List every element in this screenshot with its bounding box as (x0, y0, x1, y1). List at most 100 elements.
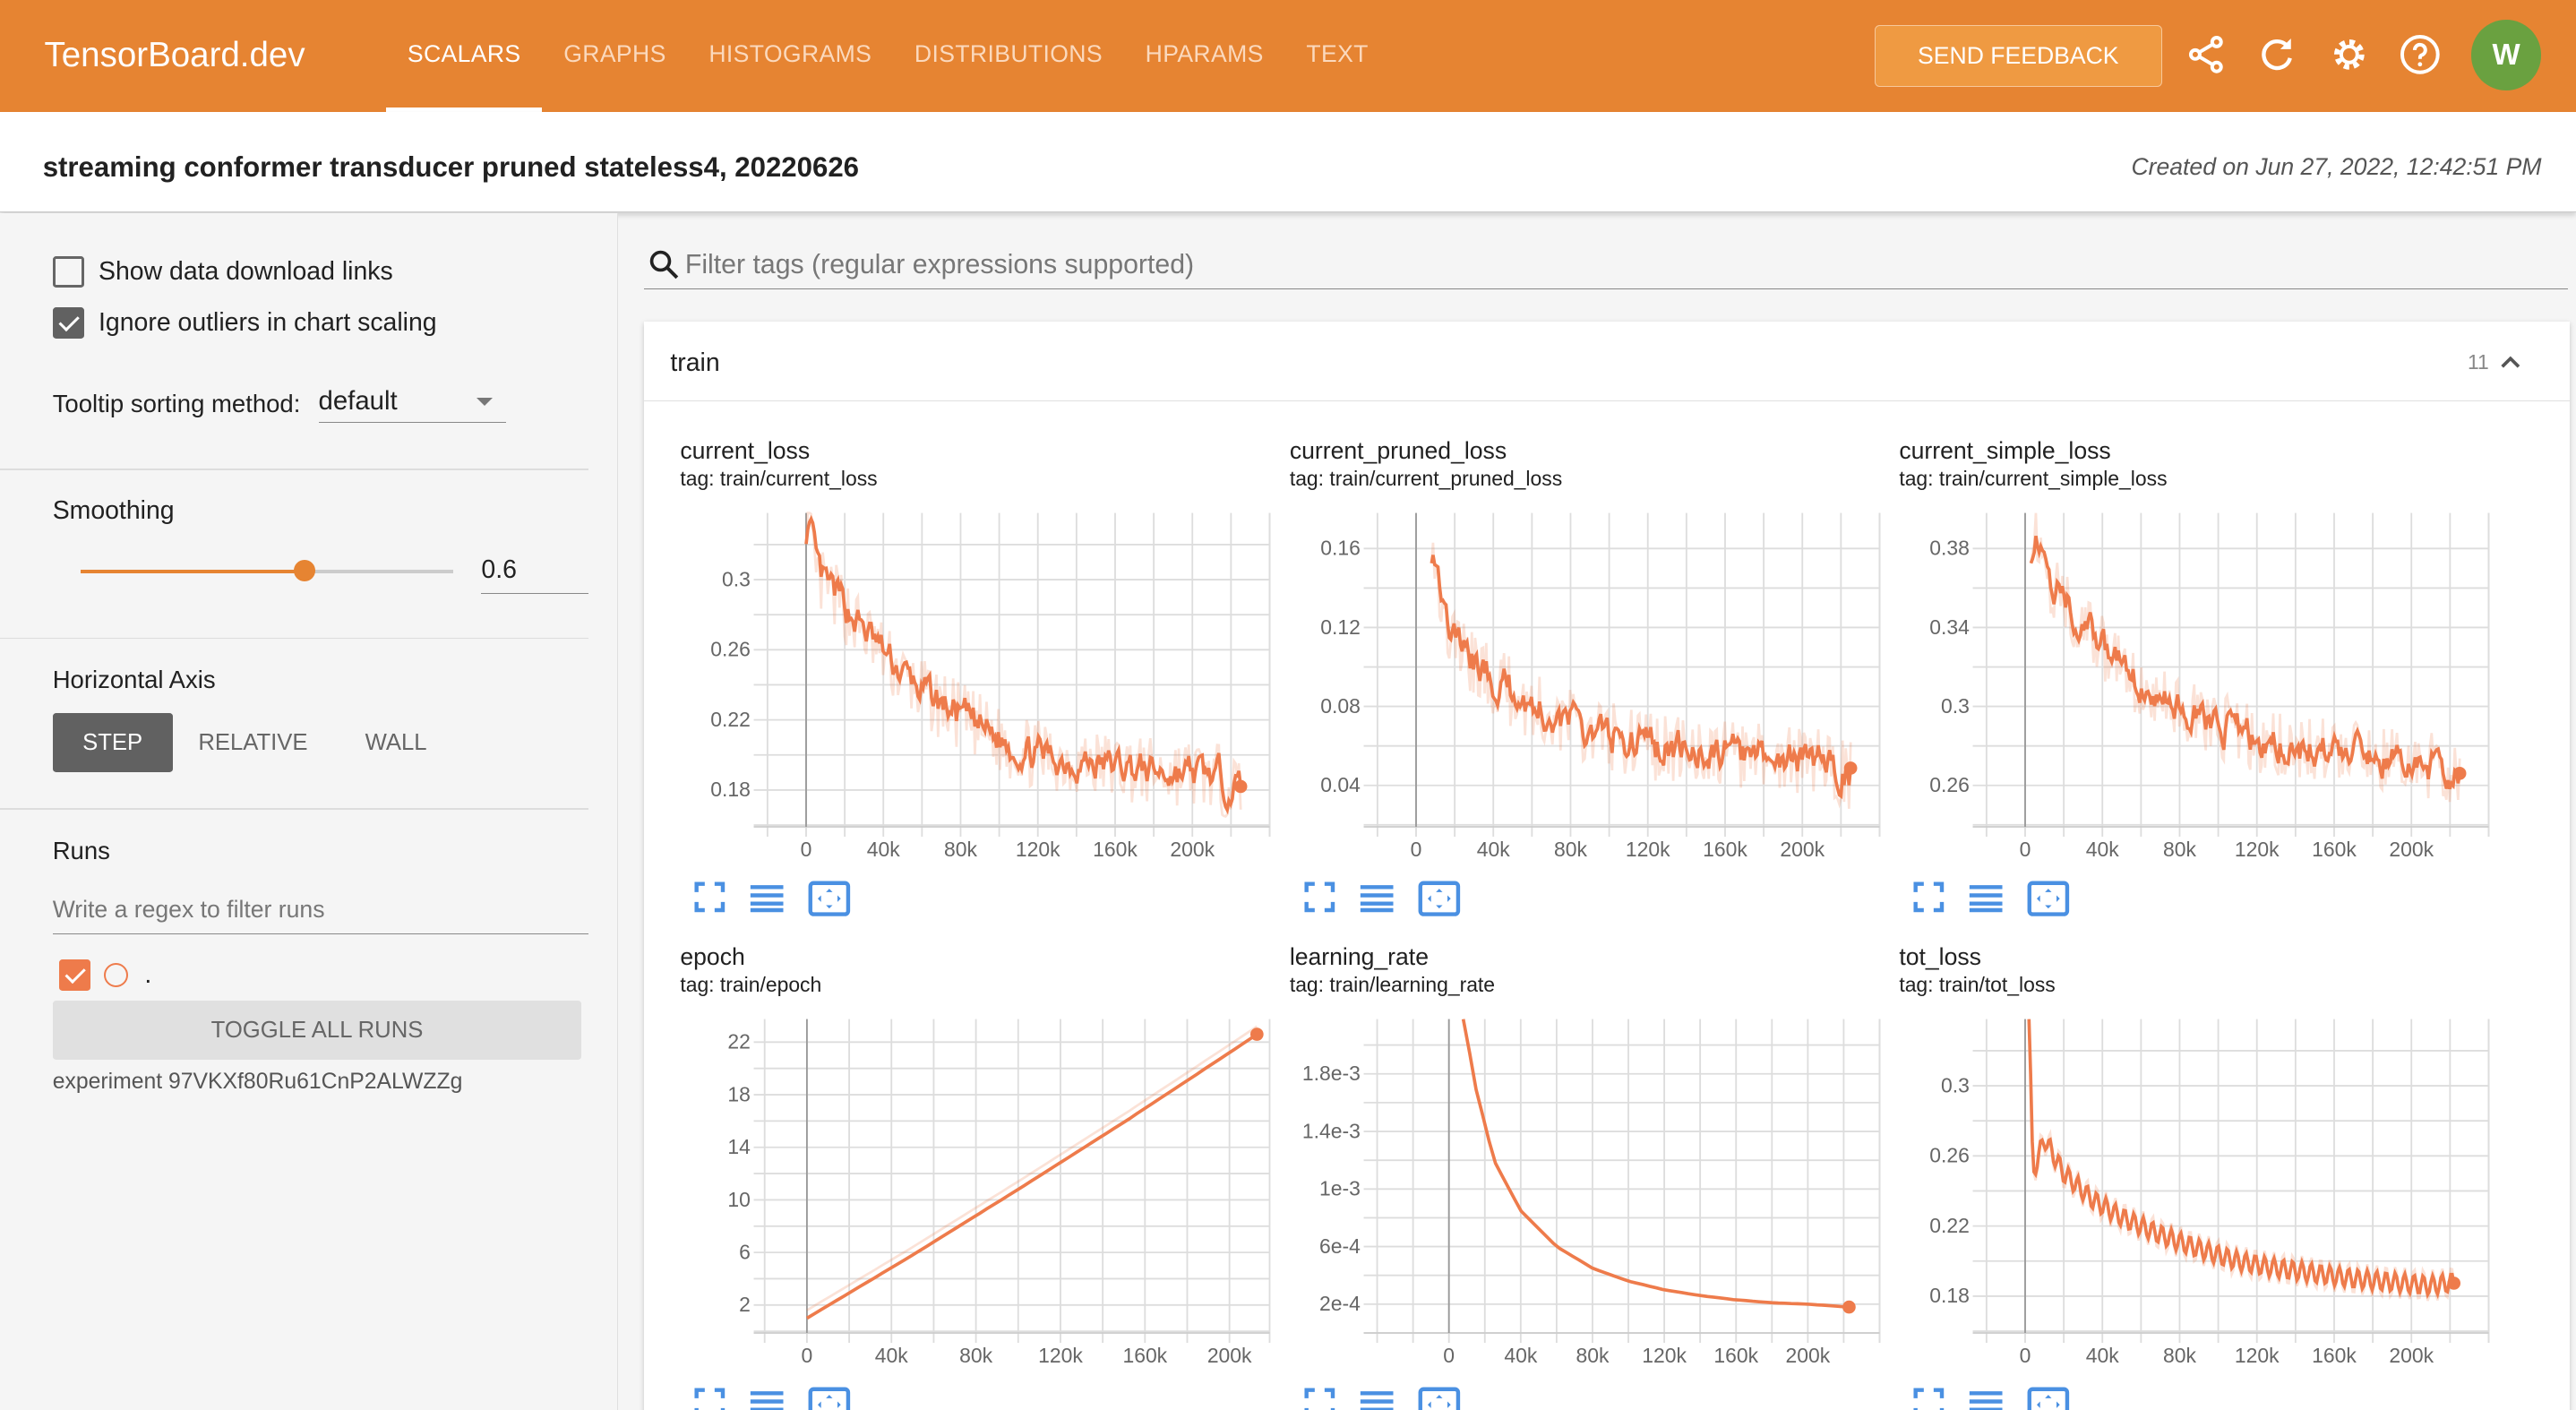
fit-domain-icon[interactable] (1418, 1387, 1461, 1410)
toggle-log-scale-icon[interactable] (1968, 881, 2004, 914)
toggle-log-scale-icon[interactable] (749, 881, 785, 914)
created-date: Created on Jun 27, 2022, 12:42:51 PM (2131, 152, 2542, 180)
tab-graphs[interactable]: GRAPHS (563, 40, 666, 67)
toggle-log-scale-icon[interactable] (1968, 1387, 2004, 1410)
chart-card-current-pruned-loss: current_pruned_loss tag: train/current_p… (1289, 437, 1898, 943)
y-tick-label: 22 (728, 1029, 751, 1053)
chart-plot[interactable]: 2 6 10 14 18 22 0 40k 80k 120k 160k 200k (680, 1006, 1288, 1410)
y-tick-label: 0.18 (711, 778, 751, 801)
tag-group-train: train 11 current_loss tag: train/current… (644, 322, 2570, 1410)
fullscreen-icon[interactable] (1912, 881, 1945, 914)
chart-tag: tag: train/current_pruned_loss (1289, 466, 1563, 490)
fit-domain-icon[interactable] (2027, 1387, 2070, 1410)
toggle-log-scale-icon[interactable] (749, 1387, 785, 1410)
last-point-marker (2453, 766, 2467, 780)
y-tick-label: 0.38 (1930, 536, 1971, 559)
smoothing-slider[interactable] (80, 560, 454, 582)
refresh-icon[interactable] (2255, 33, 2298, 76)
chart-plot[interactable]: 0.18 0.22 0.26 0.3 0 40k 80k 120k 160k 200k (1899, 1006, 2507, 1410)
runs-filter-input[interactable]: Write a regex to filter runs (52, 896, 588, 934)
tab-text[interactable]: TEXT (1306, 40, 1369, 67)
group-header[interactable]: train 11 (644, 322, 2570, 401)
x-tick-label: 40k (2086, 1344, 2119, 1367)
x-tick-label: 80k (2163, 1344, 2196, 1367)
y-tick-label: 0.16 (1320, 536, 1361, 559)
x-tick-label: 80k (2163, 838, 2196, 861)
x-tick-label: 160k (1703, 838, 1747, 861)
tab-distributions[interactable]: DISTRIBUTIONS (914, 40, 1103, 67)
relative-button[interactable]: RELATIVE (198, 730, 308, 756)
y-tick-label: 0.22 (1930, 1213, 1971, 1236)
fit-domain-icon[interactable] (808, 1387, 851, 1410)
y-tick-label: 6 (739, 1240, 751, 1263)
send-feedback-button[interactable]: SEND FEEDBACK (1874, 24, 2162, 88)
checkbox-checked-icon[interactable] (52, 306, 84, 339)
x-tick-label: 40k (2086, 838, 2119, 861)
tooltip-sorting-select[interactable]: default (318, 386, 506, 423)
raw-series-line (806, 1025, 1258, 1311)
chart-tag: tag: train/current_loss (680, 466, 878, 490)
x-tick-label: 200k (2390, 838, 2434, 861)
select-value: default (318, 386, 398, 417)
chart-title: current_simple_loss (1899, 436, 2111, 464)
divider (0, 808, 588, 811)
raw-series-line (2028, 1019, 2456, 1301)
x-tick-label: 200k (1207, 1344, 1252, 1367)
x-tick-label: 160k (2312, 1344, 2357, 1367)
y-tick-label: 1.8e-3 (1302, 1062, 1361, 1085)
smoothing-input[interactable]: 0.6 (481, 555, 588, 595)
fit-domain-icon[interactable] (808, 881, 851, 916)
chart-plot[interactable]: 0.04 0.08 0.12 0.16 0 40k 80k 120k 160k 200k (1290, 500, 1898, 911)
fit-domain-icon[interactable] (2027, 881, 2070, 916)
y-tick-label: 0.12 (1320, 615, 1361, 638)
x-tick-label: 200k (1780, 838, 1825, 861)
smoothed-series-line (1461, 1018, 1850, 1309)
smoothing-label: Smoothing (52, 495, 175, 525)
chevron-up-icon[interactable] (2499, 350, 2522, 374)
fullscreen-icon[interactable] (1303, 1387, 1336, 1410)
avatar[interactable]: W (2470, 20, 2542, 90)
help-icon[interactable] (2399, 33, 2442, 76)
settings-icon[interactable] (2328, 33, 2371, 76)
tab-scalars[interactable]: SCALARS (386, 0, 543, 112)
last-point-marker (1234, 779, 1248, 793)
fullscreen-icon[interactable] (1303, 881, 1336, 914)
y-tick-label: 2 (739, 1293, 751, 1316)
chart-plot[interactable]: 0.26 0.3 0.34 0.38 0 40k 80k 120k 160k 200k (1899, 500, 2507, 911)
step-button[interactable]: STEP (52, 713, 173, 773)
fit-domain-icon[interactable] (1418, 881, 1461, 916)
experiment-header: streaming conformer transducer pruned st… (0, 111, 2576, 212)
y-tick-label: 14 (728, 1135, 751, 1158)
chart-card-current-simple-loss: current_simple_loss tag: train/current_s… (1899, 437, 2507, 943)
brand-logo[interactable]: TensorBoard.dev (44, 36, 305, 75)
smoothed-series-line (804, 514, 1243, 815)
toggle-log-scale-icon[interactable] (1359, 881, 1395, 914)
fullscreen-icon[interactable] (1912, 1387, 1945, 1410)
slider-thumb[interactable] (294, 560, 316, 582)
checkbox-icon[interactable] (52, 256, 84, 288)
chart-plot[interactable]: 0.18 0.22 0.26 0.3 0 40k 80k 120k 160k 200k (680, 500, 1288, 911)
toggle-all-runs-button[interactable]: TOGGLE ALL RUNS (52, 1001, 582, 1061)
tab-hparams[interactable]: HPARAMS (1145, 40, 1264, 67)
fullscreen-icon[interactable] (693, 1387, 726, 1410)
toggle-log-scale-icon[interactable] (1359, 1387, 1395, 1410)
checkbox-label: Show data download links (99, 257, 393, 287)
x-tick-label: 160k (2312, 838, 2357, 861)
chart-plot[interactable]: 2e-4 6e-4 1e-3 1.4e-3 1.8e-3 0 40k 80k 120k 160k 2… (1290, 1006, 1898, 1410)
run-checkbox[interactable] (59, 959, 90, 991)
share-icon[interactable] (2185, 33, 2228, 76)
fullscreen-icon[interactable] (693, 881, 726, 914)
tab-histograms[interactable]: HISTOGRAMS (708, 40, 872, 67)
tag-filter-input[interactable]: Filter tags (regular expressions support… (644, 243, 2568, 289)
y-tick-label: 0.26 (1930, 773, 1971, 796)
x-tick-label: 200k (2390, 1344, 2434, 1367)
y-tick-label: 1.4e-3 (1302, 1119, 1361, 1142)
chart-toolbar (1303, 881, 1461, 916)
run-color-icon[interactable] (103, 962, 129, 988)
last-point-marker (1843, 761, 1858, 775)
show-download-links-checkbox[interactable]: Show data download links (52, 256, 393, 288)
chart-card-learning-rate: learning_rate tag: train/learning_rate 2e… (1290, 943, 1898, 1410)
ignore-outliers-checkbox[interactable]: Ignore outliers in chart scaling (52, 306, 437, 339)
wall-button[interactable]: WALL (365, 730, 427, 756)
x-tick-label: 40k (875, 1344, 908, 1367)
